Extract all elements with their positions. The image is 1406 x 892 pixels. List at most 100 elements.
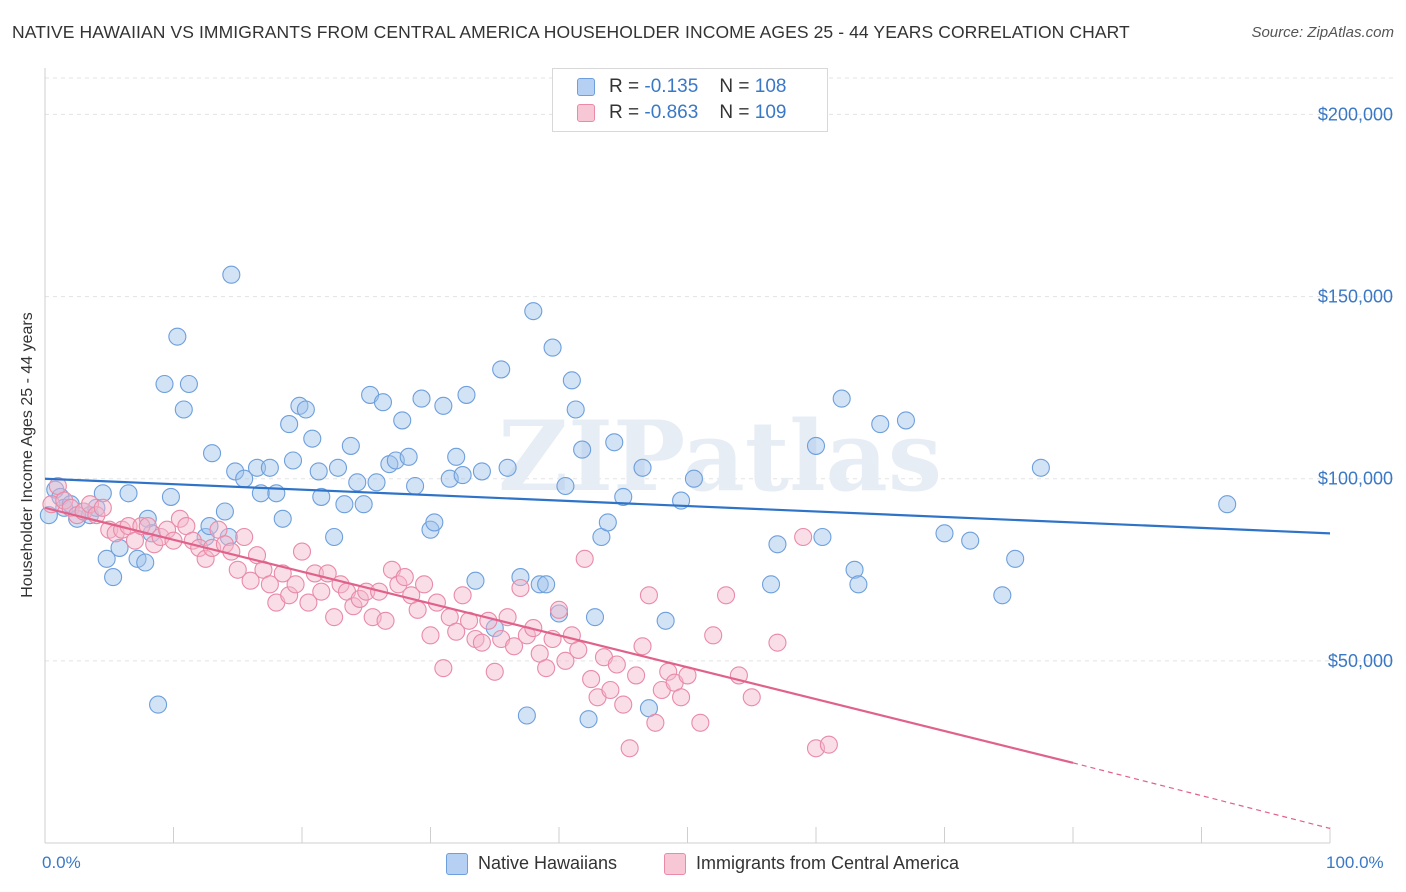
data-point (425, 513, 444, 532)
data-point (235, 527, 254, 547)
data-point (479, 611, 498, 630)
data-point (453, 466, 472, 485)
watermark: ZIPatlas (498, 400, 942, 513)
x-tick-label-max: 100.0% (1326, 853, 1384, 872)
data-point (530, 575, 549, 594)
data-point (203, 444, 222, 463)
y-tick-label: $50,000 (1328, 651, 1393, 671)
data-point (328, 458, 348, 477)
legend-label: Native Hawaiians (478, 853, 618, 873)
n-value: 108 (754, 76, 787, 97)
data-point (168, 327, 187, 346)
data-point (605, 433, 624, 452)
data-point (350, 589, 369, 608)
data-point (415, 575, 434, 594)
r-label: R = (609, 76, 640, 97)
stats-legend: R = -0.135 N = 108 R = -0.863 N = 109 (552, 68, 828, 132)
data-point (453, 586, 472, 605)
legend-swatch-blue (446, 853, 468, 875)
data-point (1031, 458, 1050, 477)
r-value: -0.863 (644, 102, 699, 123)
data-point (601, 680, 620, 700)
data-point (607, 655, 626, 674)
data-point (373, 393, 393, 412)
data-point (575, 549, 594, 568)
data-point (312, 487, 331, 506)
data-point (582, 670, 601, 689)
trend-line-1 (44, 477, 1331, 535)
axes (44, 68, 1331, 844)
data-point (273, 509, 292, 528)
data-point (434, 659, 453, 678)
data-point (93, 498, 112, 517)
data-point (806, 436, 826, 455)
data-point (457, 385, 476, 404)
data-point (742, 688, 761, 707)
data-point (303, 429, 322, 448)
data-point (524, 302, 543, 321)
data-point (627, 666, 646, 685)
data-point (447, 447, 466, 466)
data-point (280, 415, 299, 434)
data-point (492, 360, 511, 379)
data-point (226, 462, 245, 481)
data-point (961, 531, 980, 550)
data-point (136, 553, 155, 572)
data-point (408, 600, 427, 619)
data-point (149, 695, 168, 714)
r-label: R = (609, 102, 640, 123)
data-point (196, 549, 215, 568)
y-axis-label: Householder Income Ages 25 - 44 years (19, 312, 36, 598)
data-point (672, 688, 691, 707)
trend-line-2 (44, 506, 1074, 764)
x-tick-label-min: 0.0% (42, 853, 81, 872)
data-point (280, 586, 299, 605)
data-point (845, 560, 864, 579)
data-point (376, 611, 395, 630)
data-point (472, 462, 491, 481)
data-point (691, 713, 710, 732)
series-legend: Native Hawaiians Immigrants from Central… (0, 852, 1406, 876)
data-point (104, 568, 123, 587)
legend-swatch-pink (577, 104, 595, 122)
series-native-hawaiians (39, 265, 1237, 729)
chart-title: NATIVE HAWAIIAN VS IMMIGRANTS FROM CENTR… (12, 22, 1130, 42)
trend-line-extension (1072, 762, 1331, 830)
data-point (633, 458, 652, 477)
data-point (620, 739, 639, 758)
data-point (138, 509, 157, 528)
data-point (299, 593, 318, 612)
data-point (241, 571, 260, 590)
data-point (794, 527, 813, 547)
data-point (485, 662, 504, 681)
data-point (517, 706, 536, 725)
data-point (573, 440, 592, 459)
data-point (511, 568, 530, 587)
data-point (283, 451, 303, 470)
data-point (421, 626, 440, 645)
data-point (155, 374, 174, 394)
data-point (354, 495, 373, 514)
data-point (247, 458, 267, 477)
data-point (472, 633, 491, 652)
data-point (260, 458, 279, 477)
data-point (1006, 549, 1025, 568)
data-point (367, 473, 386, 492)
data-point (498, 458, 517, 477)
data-point (614, 487, 633, 506)
data-point (656, 611, 675, 630)
data-point (684, 469, 703, 488)
data-point (614, 695, 633, 714)
data-point (849, 575, 868, 594)
r-value: -0.135 (644, 76, 699, 97)
n-value: 109 (754, 102, 787, 123)
data-point (598, 513, 617, 532)
data-point (412, 389, 431, 408)
y-tick-label: $200,000 (1318, 104, 1393, 124)
data-point (466, 571, 485, 590)
data-point (309, 462, 328, 481)
source-credit: Source: ZipAtlas.com (1251, 24, 1394, 41)
data-point (556, 651, 575, 670)
data-point (566, 400, 585, 419)
data-point (1218, 495, 1237, 514)
